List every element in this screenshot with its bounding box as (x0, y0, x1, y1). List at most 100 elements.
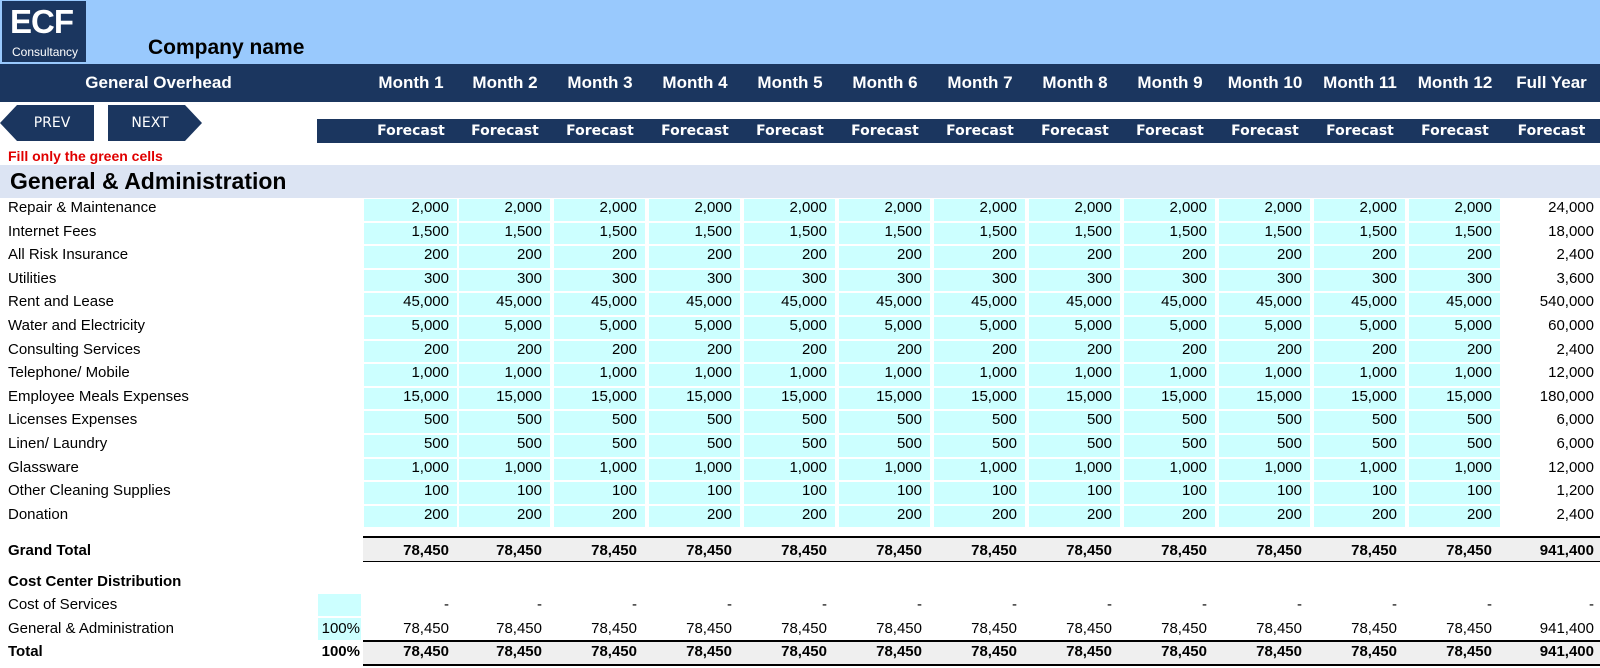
input-cell[interactable] (459, 458, 550, 481)
input-cell[interactable] (934, 269, 1025, 292)
input-cell[interactable] (1219, 505, 1310, 528)
input-cell[interactable] (649, 505, 740, 528)
input-cell[interactable] (1409, 435, 1500, 457)
input-cell[interactable] (364, 222, 457, 245)
input-cell[interactable] (934, 411, 1025, 433)
input-cell[interactable] (1314, 293, 1405, 315)
input-cell[interactable] (1029, 317, 1120, 339)
input-cell[interactable] (459, 482, 550, 504)
input-cell[interactable] (1409, 364, 1500, 386)
input-cell[interactable] (364, 199, 457, 221)
input-cell[interactable] (554, 199, 645, 221)
input-cell[interactable] (1029, 199, 1120, 221)
input-cell[interactable] (1314, 435, 1405, 457)
input-cell[interactable] (1029, 387, 1120, 410)
input-cell[interactable] (1029, 435, 1120, 457)
input-cell[interactable] (1314, 458, 1405, 481)
input-cell[interactable] (1219, 222, 1310, 245)
input-cell[interactable] (1029, 458, 1120, 481)
pct-input-cell[interactable] (318, 594, 361, 616)
input-cell[interactable] (1314, 387, 1405, 410)
input-cell[interactable] (839, 199, 930, 221)
input-cell[interactable] (1219, 458, 1310, 481)
next-button[interactable]: NEXT (108, 105, 202, 141)
input-cell[interactable] (1029, 482, 1120, 504)
input-cell[interactable] (1124, 340, 1215, 363)
input-cell[interactable] (554, 458, 645, 481)
input-cell[interactable] (1219, 269, 1310, 292)
input-cell[interactable] (1219, 482, 1310, 504)
input-cell[interactable] (649, 482, 740, 504)
input-cell[interactable] (649, 246, 740, 268)
input-cell[interactable] (1029, 269, 1120, 292)
input-cell[interactable] (1029, 411, 1120, 433)
input-cell[interactable] (649, 199, 740, 221)
input-cell[interactable] (364, 340, 457, 363)
input-cell[interactable] (1409, 411, 1500, 433)
input-cell[interactable] (1314, 340, 1405, 363)
input-cell[interactable] (554, 505, 645, 528)
input-cell[interactable] (744, 458, 835, 481)
input-cell[interactable] (744, 199, 835, 221)
input-cell[interactable] (1219, 246, 1310, 268)
input-cell[interactable] (744, 435, 835, 457)
input-cell[interactable] (744, 411, 835, 433)
input-cell[interactable] (649, 293, 740, 315)
input-cell[interactable] (1124, 435, 1215, 457)
input-cell[interactable] (1029, 246, 1120, 268)
input-cell[interactable] (1124, 482, 1215, 504)
input-cell[interactable] (839, 411, 930, 433)
input-cell[interactable] (364, 505, 457, 528)
input-cell[interactable] (1219, 199, 1310, 221)
input-cell[interactable] (459, 340, 550, 363)
input-cell[interactable] (1409, 222, 1500, 245)
input-cell[interactable] (459, 269, 550, 292)
input-cell[interactable] (459, 505, 550, 528)
input-cell[interactable] (364, 458, 457, 481)
input-cell[interactable] (934, 317, 1025, 339)
input-cell[interactable] (1219, 435, 1310, 457)
input-cell[interactable] (459, 411, 550, 433)
input-cell[interactable] (1219, 340, 1310, 363)
input-cell[interactable] (934, 458, 1025, 481)
input-cell[interactable] (1409, 458, 1500, 481)
input-cell[interactable] (934, 387, 1025, 410)
input-cell[interactable] (1029, 340, 1120, 363)
input-cell[interactable] (744, 269, 835, 292)
input-cell[interactable] (744, 505, 835, 528)
input-cell[interactable] (744, 222, 835, 245)
input-cell[interactable] (1124, 458, 1215, 481)
input-cell[interactable] (934, 505, 1025, 528)
input-cell[interactable] (1124, 317, 1215, 339)
input-cell[interactable] (459, 435, 550, 457)
input-cell[interactable] (554, 340, 645, 363)
input-cell[interactable] (364, 387, 457, 410)
input-cell[interactable] (554, 411, 645, 433)
input-cell[interactable] (364, 269, 457, 292)
input-cell[interactable] (459, 364, 550, 386)
input-cell[interactable] (459, 199, 550, 221)
input-cell[interactable] (649, 269, 740, 292)
input-cell[interactable] (459, 222, 550, 245)
input-cell[interactable] (649, 222, 740, 245)
input-cell[interactable] (744, 340, 835, 363)
input-cell[interactable] (1314, 482, 1405, 504)
input-cell[interactable] (459, 387, 550, 410)
input-cell[interactable] (1409, 387, 1500, 410)
input-cell[interactable] (1409, 505, 1500, 528)
input-cell[interactable] (649, 317, 740, 339)
input-cell[interactable] (839, 246, 930, 268)
input-cell[interactable] (744, 317, 835, 339)
input-cell[interactable] (459, 246, 550, 268)
input-cell[interactable] (934, 199, 1025, 221)
input-cell[interactable] (839, 435, 930, 457)
input-cell[interactable] (1124, 222, 1215, 245)
input-cell[interactable] (934, 246, 1025, 268)
input-cell[interactable] (839, 482, 930, 504)
input-cell[interactable] (934, 435, 1025, 457)
input-cell[interactable] (1314, 269, 1405, 292)
input-cell[interactable] (1409, 317, 1500, 339)
input-cell[interactable] (744, 482, 835, 504)
input-cell[interactable] (839, 293, 930, 315)
input-cell[interactable] (649, 458, 740, 481)
